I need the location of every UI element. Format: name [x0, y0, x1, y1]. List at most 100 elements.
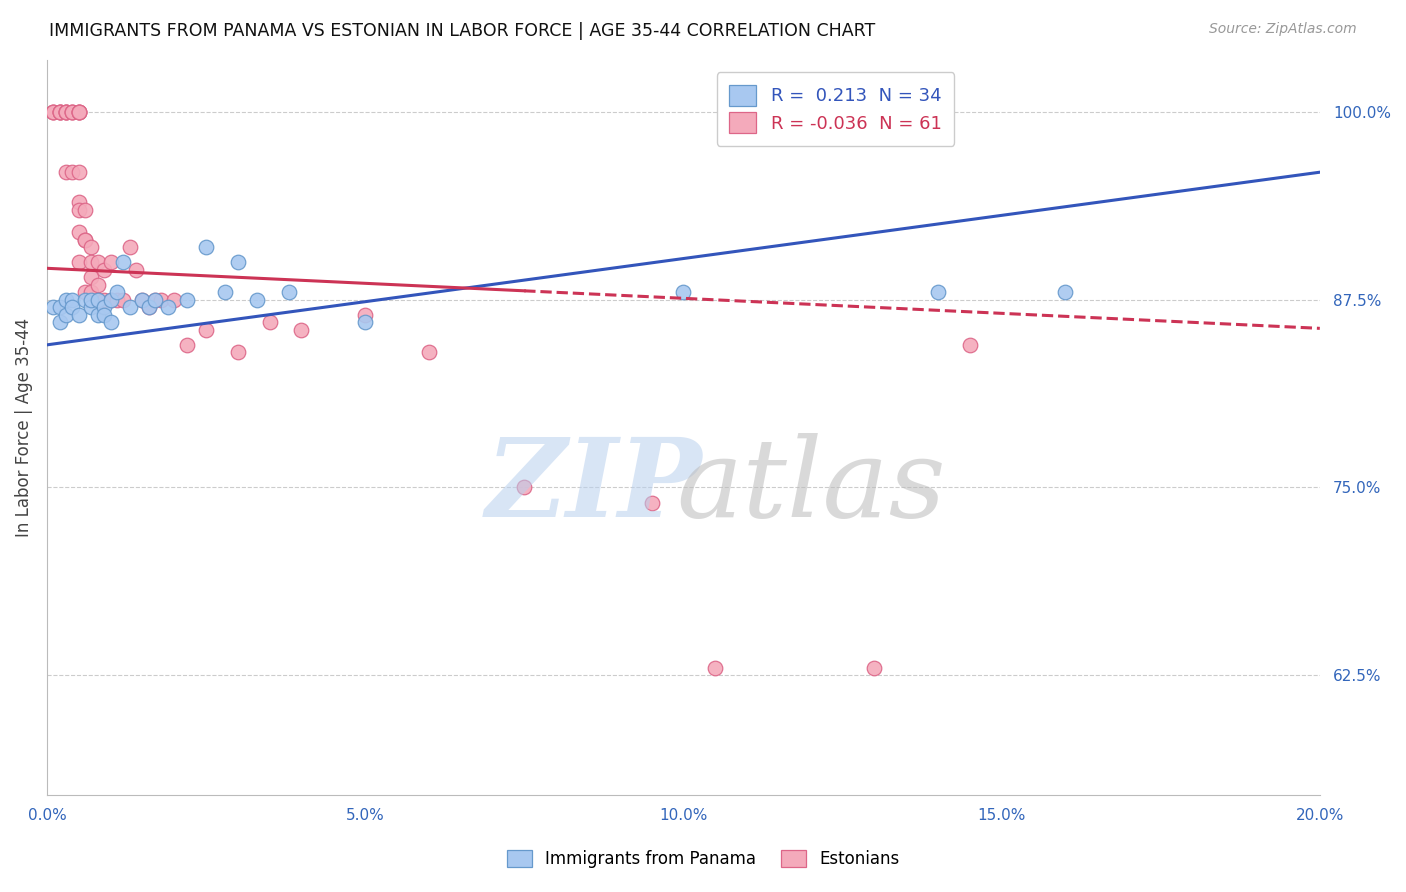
- Point: [93, 293, 115, 307]
- Point: [176, 338, 198, 352]
- Point: [80, 255, 103, 269]
- Legend: Immigrants from Panama, Estonians: Immigrants from Panama, Estonians: [501, 843, 905, 875]
- Point: [80, 270, 103, 285]
- Point: [118, 301, 141, 315]
- Point: [67, 225, 90, 239]
- Point: [100, 293, 122, 307]
- Point: [87, 277, 110, 292]
- Point: [226, 255, 249, 269]
- Point: [959, 338, 981, 352]
- Point: [118, 240, 141, 254]
- Point: [87, 293, 110, 307]
- Point: [75, 293, 97, 307]
- Point: [246, 293, 269, 307]
- Point: [75, 285, 97, 300]
- Point: [80, 285, 103, 300]
- Point: [138, 301, 160, 315]
- Text: ZIP: ZIP: [486, 433, 703, 540]
- Point: [80, 293, 103, 307]
- Point: [105, 293, 128, 307]
- Point: [55, 105, 77, 120]
- Point: [143, 293, 166, 307]
- Point: [42, 105, 65, 120]
- Point: [42, 301, 65, 315]
- Point: [60, 165, 83, 179]
- Point: [143, 293, 166, 307]
- Legend: R =  0.213  N = 34, R = -0.036  N = 61: R = 0.213 N = 34, R = -0.036 N = 61: [717, 72, 955, 145]
- Point: [863, 661, 886, 675]
- Point: [150, 293, 173, 307]
- Point: [67, 165, 90, 179]
- Point: [259, 315, 281, 329]
- Point: [60, 105, 83, 120]
- Point: [226, 345, 249, 359]
- Point: [354, 308, 377, 322]
- Point: [176, 293, 198, 307]
- Point: [100, 255, 122, 269]
- Point: [80, 240, 103, 254]
- Point: [75, 233, 97, 247]
- Point: [93, 301, 115, 315]
- Point: [513, 481, 536, 495]
- Point: [87, 308, 110, 322]
- Point: [55, 105, 77, 120]
- Point: [277, 285, 299, 300]
- Point: [138, 301, 160, 315]
- Text: atlas: atlas: [676, 433, 945, 540]
- Point: [195, 323, 218, 337]
- Point: [48, 105, 70, 120]
- Point: [48, 105, 70, 120]
- Point: [55, 105, 77, 120]
- Point: [105, 285, 128, 300]
- Point: [55, 293, 77, 307]
- Point: [290, 323, 312, 337]
- Point: [75, 233, 97, 247]
- Point: [55, 165, 77, 179]
- Point: [48, 301, 70, 315]
- Point: [112, 255, 135, 269]
- Point: [100, 315, 122, 329]
- Point: [42, 105, 65, 120]
- Point: [67, 308, 90, 322]
- Point: [55, 308, 77, 322]
- Point: [93, 308, 115, 322]
- Point: [93, 262, 115, 277]
- Point: [163, 293, 186, 307]
- Point: [87, 255, 110, 269]
- Y-axis label: In Labor Force | Age 35-44: In Labor Force | Age 35-44: [15, 318, 32, 537]
- Text: IMMIGRANTS FROM PANAMA VS ESTONIAN IN LABOR FORCE | AGE 35-44 CORRELATION CHART: IMMIGRANTS FROM PANAMA VS ESTONIAN IN LA…: [49, 22, 876, 40]
- Point: [60, 301, 83, 315]
- Point: [48, 315, 70, 329]
- Point: [927, 285, 949, 300]
- Text: Source: ZipAtlas.com: Source: ZipAtlas.com: [1209, 22, 1357, 37]
- Point: [418, 345, 440, 359]
- Point: [214, 285, 236, 300]
- Point: [67, 105, 90, 120]
- Point: [60, 293, 83, 307]
- Point: [195, 240, 218, 254]
- Point: [60, 105, 83, 120]
- Point: [80, 301, 103, 315]
- Point: [60, 105, 83, 120]
- Point: [125, 262, 148, 277]
- Point: [640, 495, 662, 509]
- Point: [354, 315, 377, 329]
- Point: [67, 255, 90, 269]
- Point: [67, 105, 90, 120]
- Point: [672, 285, 695, 300]
- Point: [48, 105, 70, 120]
- Point: [67, 195, 90, 210]
- Point: [42, 105, 65, 120]
- Point: [48, 105, 70, 120]
- Point: [100, 293, 122, 307]
- Point: [55, 105, 77, 120]
- Point: [87, 293, 110, 307]
- Point: [156, 301, 179, 315]
- Point: [67, 105, 90, 120]
- Point: [67, 202, 90, 217]
- Point: [112, 293, 135, 307]
- Point: [67, 105, 90, 120]
- Point: [704, 661, 727, 675]
- Point: [75, 202, 97, 217]
- Point: [1054, 285, 1077, 300]
